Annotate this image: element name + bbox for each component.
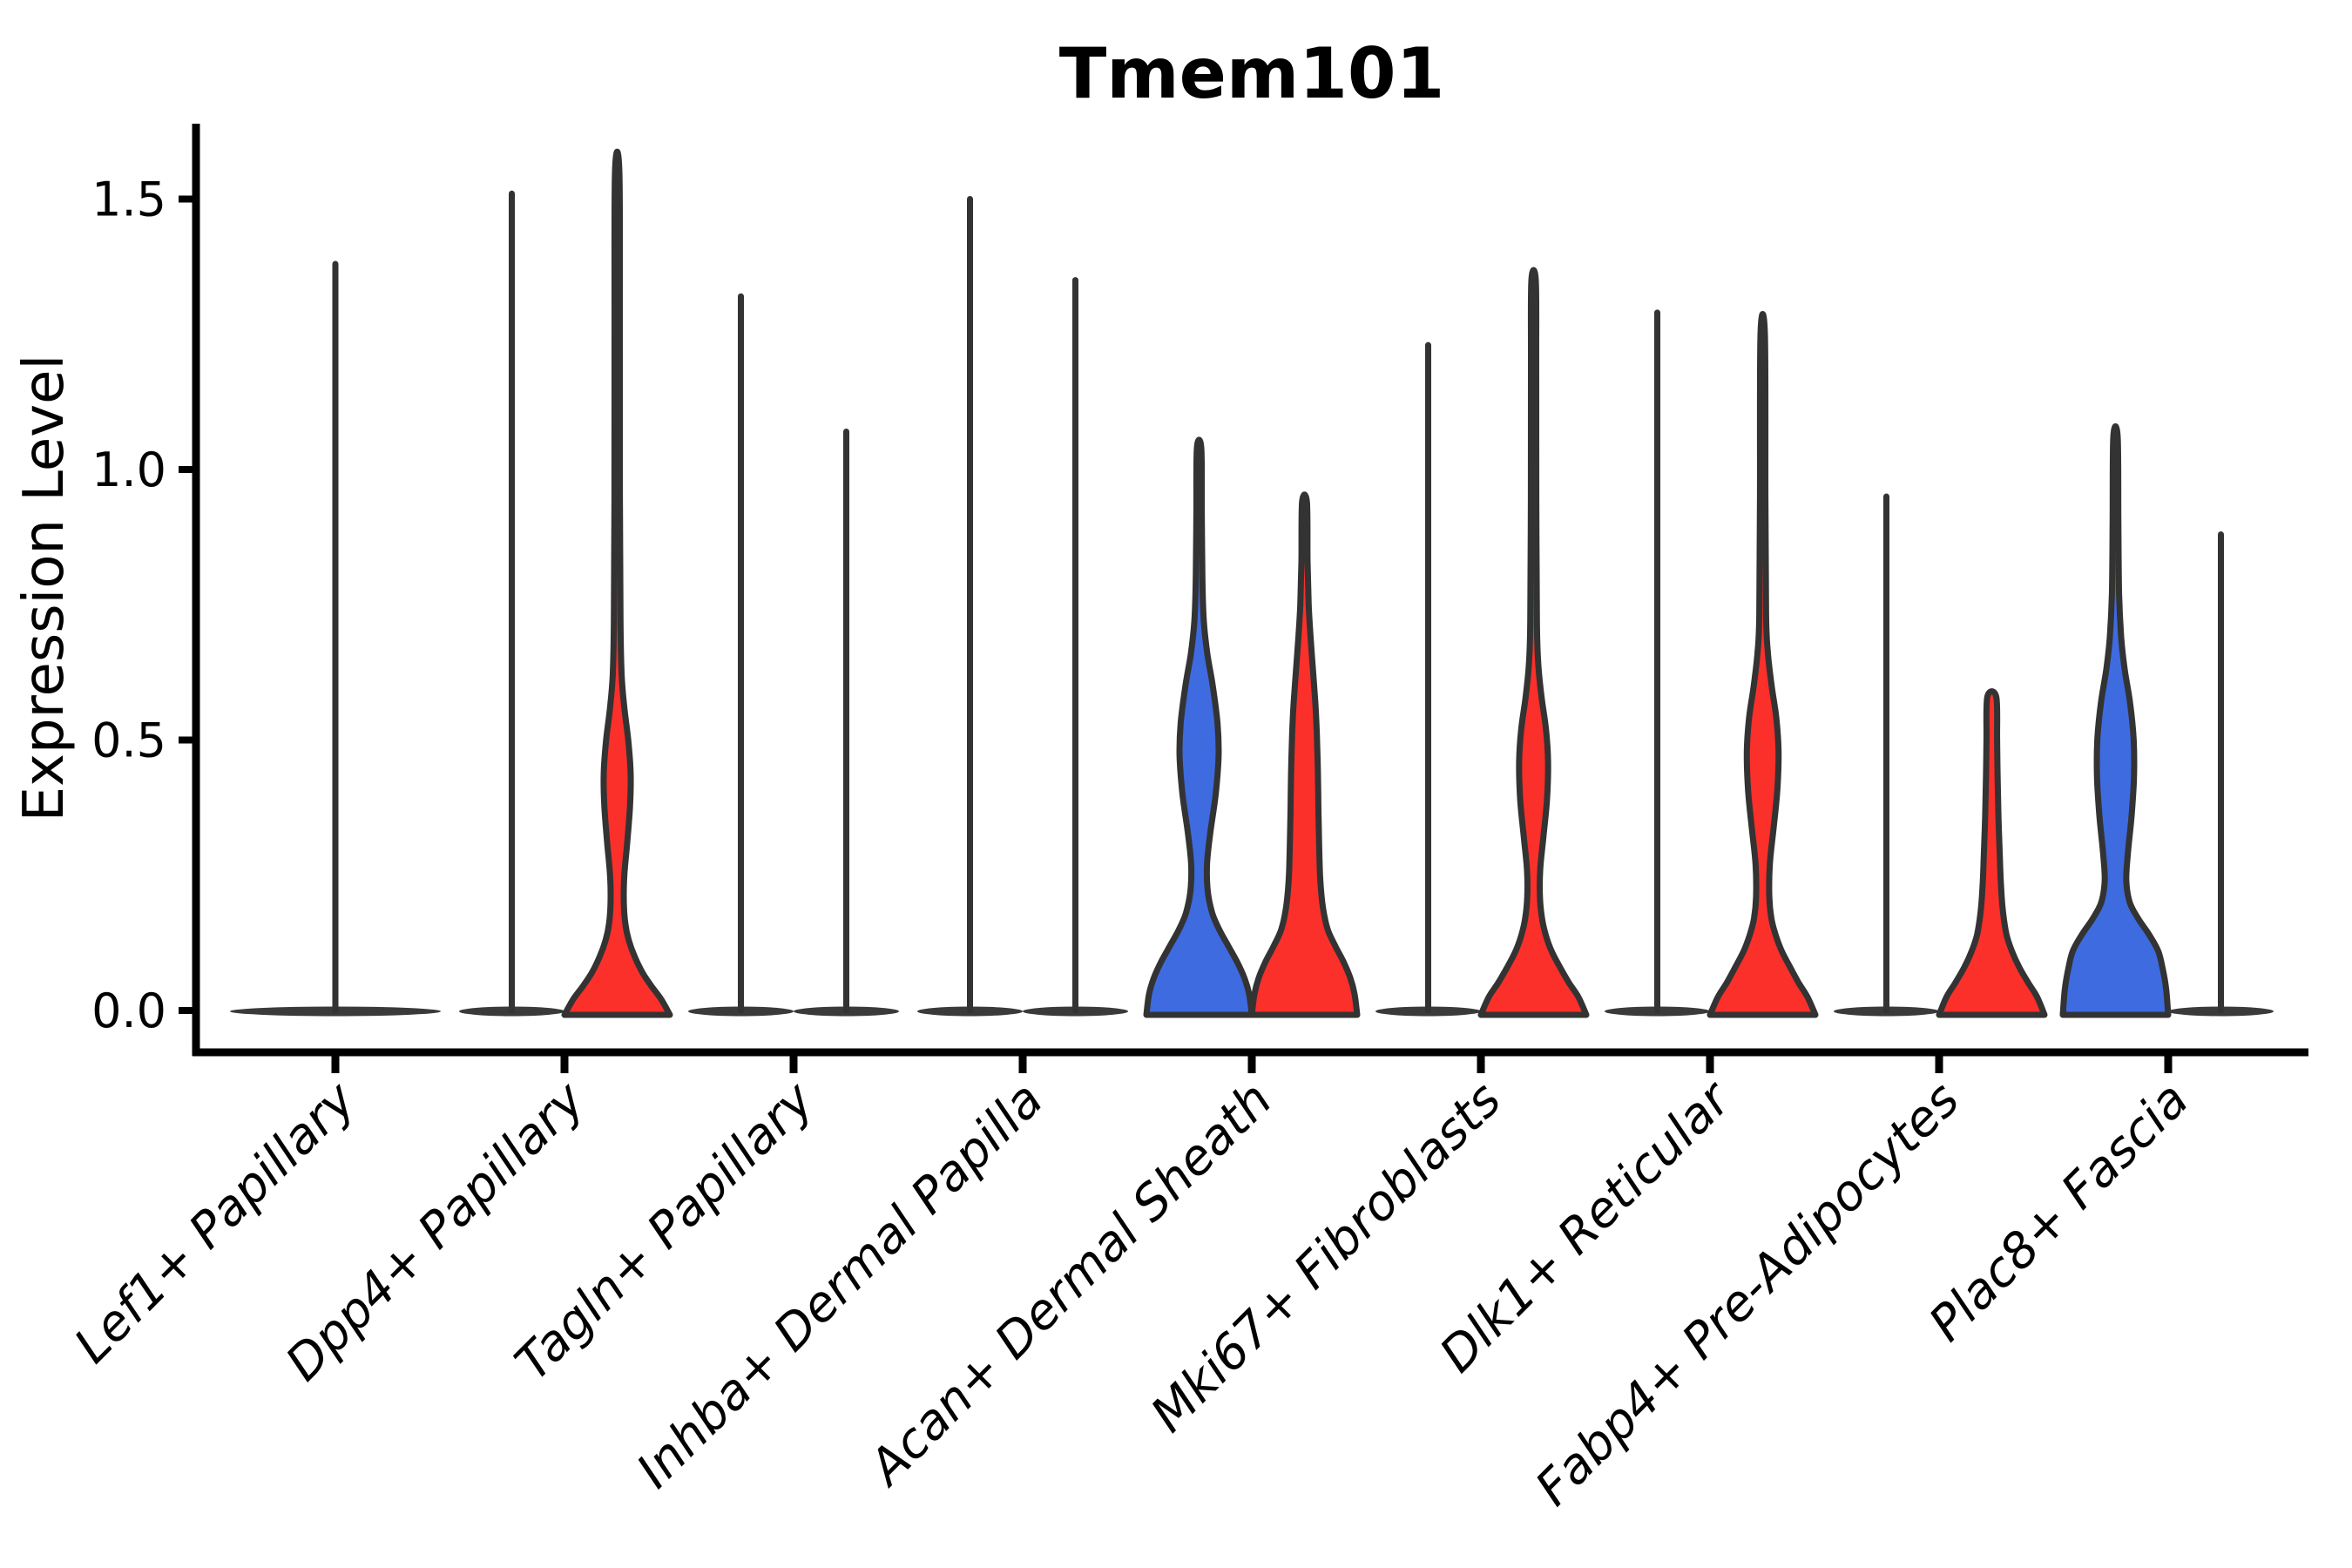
violin-blue-left bbox=[2059, 422, 2172, 1018]
violin-blue-left bbox=[1143, 436, 1255, 1018]
y-axis-label: Expression Level bbox=[12, 355, 77, 822]
chart-title: Tmem101 bbox=[1059, 33, 1445, 114]
y-tick-label: 0.5 bbox=[91, 713, 166, 768]
violin-red-right bbox=[1936, 688, 2048, 1018]
x-category-label: Fabp4+ Pre-Adipocytes bbox=[1525, 1071, 1970, 1517]
violin-red-right bbox=[1707, 311, 1819, 1018]
x-category-label: Inhba+ Dermal Papilla bbox=[626, 1071, 1054, 1499]
y-tick-label: 1.5 bbox=[91, 172, 166, 227]
violin-red-right bbox=[1477, 267, 1590, 1018]
violin-red-right bbox=[1248, 491, 1361, 1018]
y-tick-label: 1.0 bbox=[91, 443, 166, 497]
violin-red-right bbox=[561, 148, 673, 1018]
x-category-label: Acan+ Dermal Sheath bbox=[857, 1071, 1283, 1497]
y-tick-label: 0.0 bbox=[91, 983, 166, 1038]
